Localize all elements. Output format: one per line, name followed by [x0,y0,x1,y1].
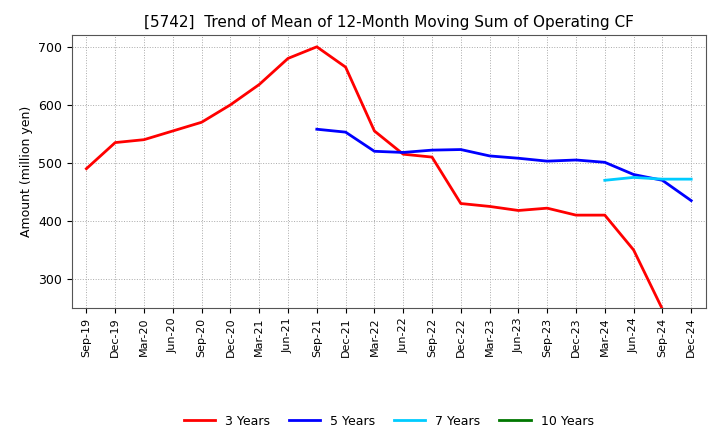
Legend: 3 Years, 5 Years, 7 Years, 10 Years: 3 Years, 5 Years, 7 Years, 10 Years [179,410,598,433]
Y-axis label: Amount (million yen): Amount (million yen) [19,106,32,237]
Title: [5742]  Trend of Mean of 12-Month Moving Sum of Operating CF: [5742] Trend of Mean of 12-Month Moving … [144,15,634,30]
